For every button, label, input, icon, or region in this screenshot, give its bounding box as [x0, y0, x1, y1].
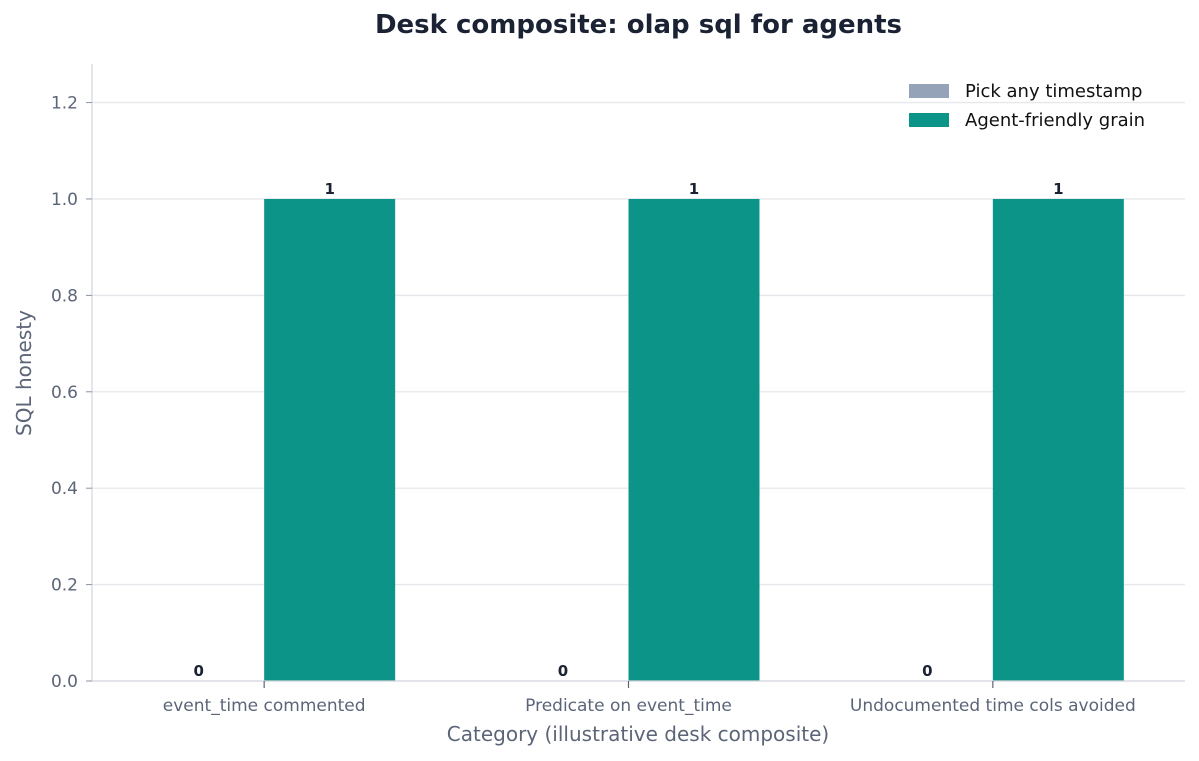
y-tick-label: 0.6: [51, 383, 78, 403]
bar: [992, 198, 1124, 681]
chart-title: Desk composite: olap sql for agents: [374, 10, 903, 40]
bars: [264, 198, 1124, 681]
y-tick-label: 0.2: [51, 576, 78, 596]
bar-value-label: 1: [689, 180, 699, 198]
bar: [628, 198, 760, 681]
legend-swatch: [909, 84, 949, 98]
y-tick-label: 0.4: [51, 479, 78, 499]
bar-value-label: 0: [193, 662, 203, 680]
legend-swatch: [909, 113, 949, 127]
y-tick-label: 1.2: [51, 94, 78, 114]
bar-value-label: 1: [1053, 180, 1063, 198]
legend-label: Pick any timestamp: [965, 81, 1142, 102]
x-tick-label: Undocumented time cols avoided: [850, 696, 1136, 716]
x-ticks: event_time commented Predicate on event_t…: [163, 681, 1136, 716]
legend-label: Agent-friendly grain: [965, 110, 1145, 131]
bar-value-label: 0: [922, 662, 932, 680]
legend: Pick any timestamp Agent-friendly grain: [909, 81, 1145, 131]
axes: [91, 64, 1185, 682]
bar-value-label: 1: [324, 180, 334, 198]
y-ticks: 0.0 0.2 0.4 0.6 0.8 1.0 1.2: [51, 94, 92, 692]
value-labels: 0 1 0 1 0 1: [193, 180, 1063, 680]
y-axis-title: SQL honesty: [12, 310, 36, 436]
y-tick-label: 0.8: [51, 286, 78, 306]
x-tick-label: event_time commented: [163, 696, 366, 716]
bar-value-label: 0: [558, 662, 568, 680]
x-tick-label: Predicate on event_time: [525, 696, 732, 716]
y-tick-label: 0.0: [51, 672, 78, 692]
y-tick-label: 1.0: [51, 190, 78, 210]
x-axis-title: Category (illustrative desk composite): [447, 722, 829, 746]
bar: [264, 198, 396, 681]
